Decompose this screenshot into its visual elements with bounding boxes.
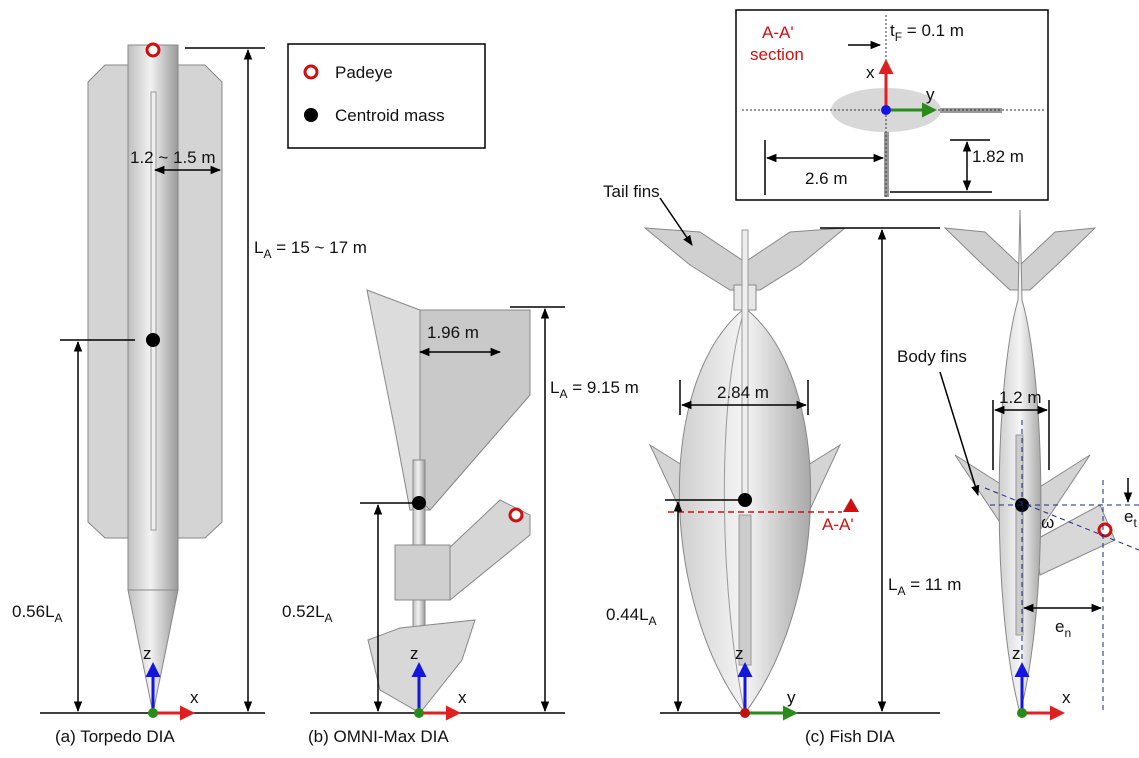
dim-label: 0.44LA <box>606 605 657 628</box>
section-inset: A-A' section tF = 0.1 m x y 1.82 m 2.6 m <box>736 10 1048 200</box>
callout-label: Body fins <box>897 347 967 366</box>
dim-label: 1.82 m <box>972 147 1024 166</box>
axis-label: z <box>735 644 744 663</box>
axis-label: x <box>458 688 467 707</box>
legend-label: Padeye <box>335 63 393 82</box>
legend-centroid <box>304 108 318 122</box>
section-subtitle: section <box>750 45 804 64</box>
section-title: A-A' <box>762 23 794 42</box>
fin-plate <box>739 515 751 665</box>
padeye <box>147 44 159 56</box>
section-marker <box>843 498 859 512</box>
padeye <box>1099 524 1111 536</box>
dim-label: LA = 9.15 m <box>550 378 639 401</box>
legend-label: Centroid mass <box>335 106 445 125</box>
dim-label: en <box>1055 617 1071 640</box>
axis-label: y <box>787 688 796 707</box>
dim-label: 1.2 ~ 1.5 m <box>130 148 216 167</box>
angle-label: ω <box>1041 513 1054 532</box>
dim-label: 2.6 m <box>805 169 848 188</box>
dim-label: 0.52LA <box>282 602 333 625</box>
origin <box>414 708 424 718</box>
axis-label: y <box>926 85 935 104</box>
axis-label: x <box>190 688 199 707</box>
axis-label: z <box>410 644 419 663</box>
fish-side: Body fins 1.2 m ω en et z x <box>897 210 1139 718</box>
axis-label: z <box>143 644 152 663</box>
omni-max-panel: 1.96 m LA = 9.15 m 0.52LA z x (b) OMNI-M… <box>282 290 639 746</box>
dim-label: LA = 11 m <box>888 575 961 598</box>
callout-arrow <box>940 372 978 495</box>
fish-front: A-A' Tail fins 2.84 m 0.44LA z y LA = 11… <box>603 182 961 746</box>
legend-box <box>288 44 485 148</box>
fin-rod <box>742 230 748 500</box>
section-label: A-A' <box>822 515 854 534</box>
padeye <box>510 509 522 521</box>
diagram: 1.2 ~ 1.5 m LA = 15 ~ 17 m 0.56LA z x (a… <box>0 0 1139 753</box>
origin <box>881 105 891 115</box>
dim-label: 1.96 m <box>427 323 479 342</box>
origin <box>1017 708 1027 718</box>
legend-padeye <box>305 66 317 78</box>
axis-label: x <box>866 63 875 82</box>
origin <box>740 708 750 718</box>
dim-label: 2.84 m <box>717 383 769 402</box>
caption: (c) Fish DIA <box>805 727 895 746</box>
dim-label: 0.56LA <box>12 602 63 625</box>
caption: (b) OMNI-Max DIA <box>308 727 449 746</box>
dim-label: LA = 15 ~ 17 m <box>254 238 367 261</box>
axis-label: z <box>1012 644 1021 663</box>
caption: (a) Torpedo DIA <box>55 727 175 746</box>
legend: Padeye Centroid mass <box>288 44 485 148</box>
origin <box>148 708 158 718</box>
block <box>395 545 450 600</box>
dim-label: 1.2 m <box>999 388 1042 407</box>
dim-label: et <box>1124 507 1137 530</box>
callout-label: Tail fins <box>603 182 660 201</box>
axis-label: x <box>1062 688 1071 707</box>
torpedo-panel: 1.2 ~ 1.5 m LA = 15 ~ 17 m 0.56LA z x (a… <box>12 44 367 746</box>
centroid <box>146 333 160 347</box>
